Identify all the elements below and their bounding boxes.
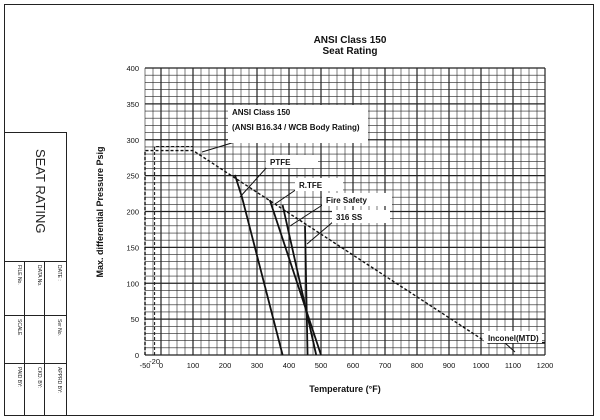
annotation-label: ANSI Class 150 (232, 108, 291, 117)
annotation-box (332, 210, 390, 223)
x-tick-label: 200 (219, 361, 232, 370)
annotation-label: Fire Safety (326, 196, 367, 205)
annotation-label: (ANSI B16.34 / WCB Body Rating) (232, 123, 360, 132)
x-tick-label: 500 (315, 361, 328, 370)
annotation-label: Inconel(MTD) (488, 334, 539, 343)
annotations: ANSI Class 150 (ANSI B16.34 / WCB Body Ra… (201, 105, 542, 353)
annotation-leader (239, 165, 269, 198)
y-tick-label: 100 (126, 279, 139, 288)
annotation-box (266, 155, 318, 168)
y-tick-label: 50 (131, 315, 139, 324)
annotation-leader (201, 141, 236, 153)
y-tick-label: 200 (126, 208, 139, 217)
title-block: SEAT RATING DATE : DATA No. FILE No. Ser… (4, 132, 67, 415)
annotation-leader (306, 220, 335, 245)
annotation-label: 316 SS (336, 213, 363, 222)
y-tick-label: 300 (126, 136, 139, 145)
title-block-divider (4, 261, 66, 262)
annotation-box (228, 105, 368, 143)
title-block-divider (4, 315, 66, 316)
y-axis-label: Max. differential Pressure Psig (95, 146, 105, 277)
annotation-box (295, 178, 343, 191)
series-line-minus20-boundary (154, 146, 193, 355)
y-tick-label: 150 (126, 243, 139, 252)
x-tick-label: 300 (251, 361, 264, 370)
annotation-leader (274, 188, 298, 205)
annotation-leader (504, 342, 516, 353)
annotation-label: PTFE (270, 158, 291, 167)
x-tick-label: 800 (411, 361, 424, 370)
chart-subtitle: Seat Rating (322, 46, 377, 57)
tick-labels: -50-200 100 200 300 400 500 600 700 800 900 1000 11… (126, 64, 553, 370)
series-line-316-ss (304, 225, 309, 356)
x-tick-label: 1100 (505, 361, 521, 370)
x-axis-label: Temperature (°F) (309, 384, 380, 394)
series-line-ptfe (234, 174, 284, 356)
chart-title: ANSI Class 150 (314, 35, 387, 46)
x-tick-label: 100 (187, 361, 200, 370)
x-tick-label: 900 (443, 361, 456, 370)
series-line-ansi-class-150-body-rating (144, 149, 545, 355)
x-tick-label: 1000 (473, 361, 490, 370)
series-line-fire-safety (281, 204, 318, 356)
drawing-frame (4, 4, 594, 416)
x-tick-label: 0 (159, 361, 163, 370)
annotation-leader (289, 203, 325, 227)
x-tick-label: 400 (283, 361, 296, 370)
title-block-divider (4, 363, 66, 364)
series-line-r-tfe (268, 199, 322, 356)
y-tick-label: 250 (126, 172, 139, 181)
x-tick-label: -20 (149, 357, 160, 366)
y-tick-label: 350 (126, 100, 139, 109)
x-tick-label: -50 (140, 361, 151, 370)
annotation-box (322, 193, 392, 206)
y-tick-label: 0 (135, 351, 139, 360)
x-tick-label: 600 (347, 361, 360, 370)
x-tick-label: 1200 (537, 361, 554, 370)
title-block-divider (24, 261, 25, 415)
title-block-divider (44, 261, 45, 415)
annotation-label: R.TFE (299, 181, 323, 190)
y-tick-label: 400 (126, 64, 139, 73)
annotation-box (484, 331, 542, 343)
x-tick-label: 700 (379, 361, 392, 370)
